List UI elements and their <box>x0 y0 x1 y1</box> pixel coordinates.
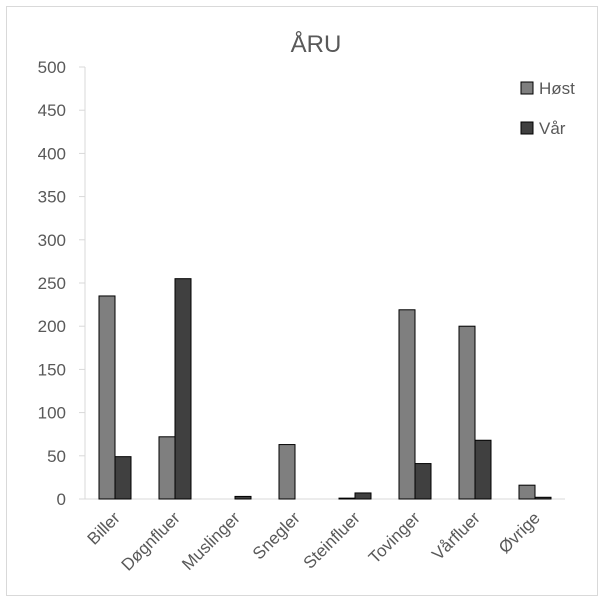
y-tick-label: 500 <box>38 58 66 77</box>
bar-høst-døgnfluer <box>158 436 176 500</box>
legend-swatch-høst <box>520 81 534 95</box>
y-tick-label: 150 <box>38 360 66 379</box>
x-tick-label: Steinfluer <box>300 508 364 572</box>
legend-swatch-vår <box>520 121 534 135</box>
bar-høst-vårfluer <box>458 325 476 500</box>
bar-høst-biller <box>98 295 116 500</box>
chart-title: ÅRU <box>291 30 342 58</box>
x-tick-label: Døgnfluer <box>118 508 184 574</box>
bar-høst-tovinger <box>398 309 416 500</box>
bar-vår-muslinger <box>234 495 252 500</box>
y-tick-label: 250 <box>38 274 66 293</box>
bar-høst-snegler <box>278 444 296 500</box>
y-tick-label: 200 <box>38 317 66 336</box>
x-tick-label: Øvrige <box>495 508 544 557</box>
y-tick-label: 0 <box>57 490 66 509</box>
y-tick-label: 300 <box>38 231 66 250</box>
bar-vår-vårfluer <box>474 439 492 500</box>
x-tick-label: Snegler <box>249 508 304 563</box>
bar-vår-øvrige <box>534 496 552 500</box>
x-tick-label: Muslinger <box>178 508 244 574</box>
bar-høst-øvrige <box>518 484 536 500</box>
y-tick-label: 350 <box>38 188 66 207</box>
y-axis: 0 50 100 150 200 250 300 350 400 450 500 <box>38 58 86 509</box>
bar-høst-steinfluer <box>338 497 356 500</box>
y-tick-label: 50 <box>47 447 66 466</box>
legend: Høst Vår <box>520 79 575 138</box>
x-tick-label: Tovinger <box>365 508 424 567</box>
bars-group <box>98 278 552 500</box>
bar-vår-steinfluer <box>354 492 372 500</box>
bar-vår-tovinger <box>414 463 432 500</box>
y-tick-label: 400 <box>38 144 66 163</box>
y-tick-label: 100 <box>38 404 66 423</box>
legend-label-høst: Høst <box>539 79 575 98</box>
bar-vår-biller <box>114 456 132 500</box>
bar-vår-døgnfluer <box>174 278 192 500</box>
x-tick-label: Biller <box>84 508 124 548</box>
y-tick-label: 450 <box>38 101 66 120</box>
x-tick-label: Vårfluer <box>428 508 484 564</box>
legend-label-vår: Vår <box>539 119 566 138</box>
